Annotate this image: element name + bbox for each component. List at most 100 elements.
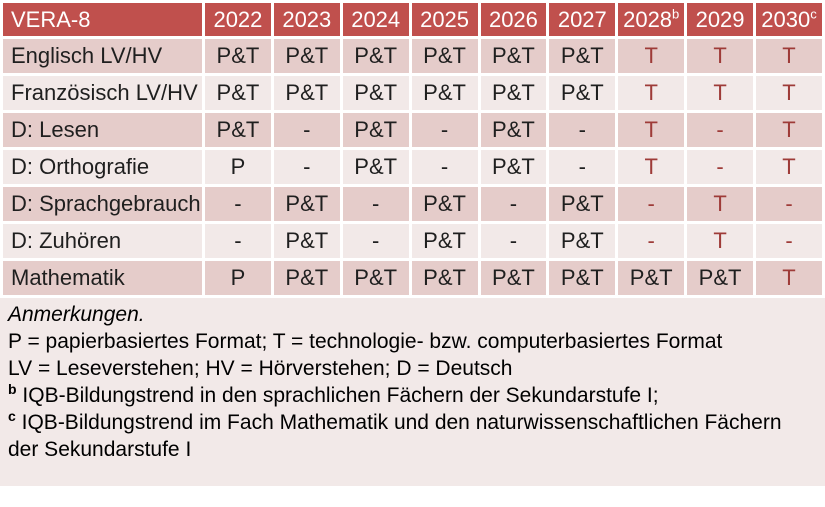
table-row: D: Lesen P&T - P&T - P&T - T - T [3,113,822,147]
table-cell: P&T [687,261,753,295]
table-cell: - [756,187,822,221]
note-line: P = papierbasiertes Format; T = technolo… [8,330,723,353]
table-cell: P&T [411,261,478,295]
table-cell: - [273,150,340,184]
column-header-2024: 2024 [342,3,409,36]
table-cell: P&T [273,39,340,73]
table-cell: - [411,113,478,147]
table-cell: P&T [549,39,616,73]
row-label: Mathematik [3,261,202,295]
table-cell: T [756,113,822,147]
table-cell: P&T [342,261,409,295]
table-cell: - [687,150,753,184]
table-cell: - [756,224,822,258]
column-header-superscript: c [810,6,817,22]
table-cell: P&T [342,39,409,73]
column-header-2026: 2026 [480,3,547,36]
table-cell: P&T [618,261,685,295]
row-label: D: Zuhören [3,224,202,258]
table-cell: P&T [411,76,478,110]
table-cell: T [618,39,685,73]
table-cell: P&T [480,76,547,110]
table-cell: P&T [342,76,409,110]
table-cell: P&T [342,113,409,147]
row-label: D: Orthografie [3,150,202,184]
table-cell: - [273,113,340,147]
table-cell: - [205,224,271,258]
table-cell: P&T [273,261,340,295]
table-cell: - [687,113,753,147]
table-cell: P&T [205,39,271,73]
table-cell: T [756,39,822,73]
row-label: Englisch LV/HV [3,39,202,73]
column-header-2025: 2025 [411,3,478,36]
table-cell: - [342,224,409,258]
notes-lines: P = papierbasiertes Format; T = technolo… [8,328,817,463]
table-cell: T [756,150,822,184]
column-header-2028: 2028b [618,3,685,36]
table-cell: T [618,113,685,147]
table-row: Mathematik P P&T P&T P&T P&T P&T P&T P&T T [3,261,822,295]
table-cell: - [342,187,409,221]
table-cell: P [205,261,271,295]
table-cell: P&T [411,39,478,73]
note-line: LV = Leseverstehen; HV = Hörverstehen; D… [8,357,513,380]
header-row: VERA-8 2022 2023 2024 2025 2026 2027 2028b 2029… [3,3,822,36]
notes-heading: Anmerkungen. [8,303,145,326]
table-cell: P&T [205,76,271,110]
table-cell: P [205,150,271,184]
table-cell: T [756,76,822,110]
table-cell: P&T [549,76,616,110]
table-cell: P&T [480,150,547,184]
table-cell: P&T [273,224,340,258]
column-header-2023: 2023 [273,3,340,36]
table-cell: P&T [549,261,616,295]
row-label: D: Lesen [3,113,202,147]
note-line: b IQB-Bildungstrend in den sprachlichen … [8,381,659,407]
table-cell: T [756,261,822,295]
table-row: D: Sprachgebrauch - P&T - P&T - P&T - T - [3,187,822,221]
table-cell: - [480,224,547,258]
table-row: Englisch LV/HV P&T P&T P&T P&T P&T P&T T T T [3,39,822,73]
table-cell: P&T [273,76,340,110]
table-row: Französisch LV/HV P&T P&T P&T P&T P&T P&T T T T [3,76,822,110]
row-label: D: Sprachgebrauch [3,187,202,221]
column-header-2030: 2030c [756,3,822,36]
table-cell: P&T [480,261,547,295]
table-cell: - [549,150,616,184]
table-row: D: Zuhören - P&T - P&T - P&T - T - [3,224,822,258]
table-cell: P&T [273,187,340,221]
vera8-table: VERA-8 2022 2023 2024 2025 2026 2027 2028b 2029… [3,3,822,295]
table-cell: T [618,150,685,184]
note-line: c IQB-Bildungstrend im Fach Mathematik u… [8,408,782,461]
table-cell: - [411,150,478,184]
table-cell: P&T [480,113,547,147]
table-cell: P&T [411,187,478,221]
note-superscript: b [8,381,17,397]
table-cell: P&T [549,224,616,258]
column-header-2022: 2022 [205,3,271,36]
column-header-2027: 2027 [549,3,616,36]
table-cell: T [687,224,753,258]
column-header-2029: 2029 [687,3,753,36]
table-cell: P&T [411,224,478,258]
table-cell: - [549,113,616,147]
table-cell: P&T [549,187,616,221]
table-cell: T [687,76,753,110]
table-cell: T [618,76,685,110]
table-cell: - [618,224,685,258]
table-cell: P&T [205,113,271,147]
table-cell: P&T [480,39,547,73]
note-superscript: c [8,408,16,424]
table-title: VERA-8 [3,3,202,36]
table-cell: - [205,187,271,221]
table-cell: T [687,187,753,221]
table-cell: - [618,187,685,221]
table-row: D: Orthografie P - P&T - P&T - T - T [3,150,822,184]
column-header-superscript: b [672,6,680,22]
row-label: Französisch LV/HV [3,76,202,110]
table-cell: P&T [342,150,409,184]
notes-section: Anmerkungen. P = papierbasiertes Format;… [0,298,825,486]
table-cell: T [687,39,753,73]
